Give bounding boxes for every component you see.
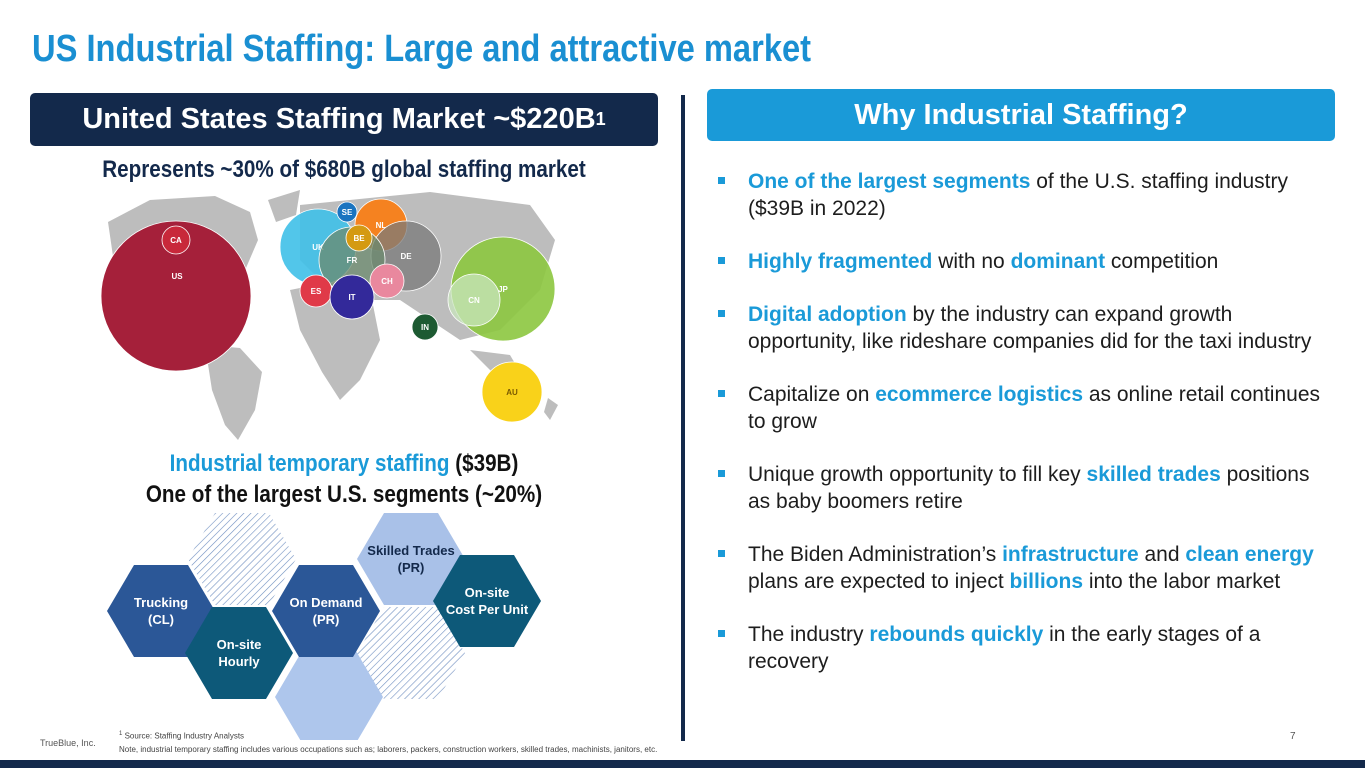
hexagon [272, 565, 380, 657]
bullet-text: competition [1105, 250, 1219, 273]
bullet-text: dominant [1010, 250, 1106, 273]
bubble-label: AU [506, 388, 518, 397]
hexagon-label: Skilled Trades (PR) [357, 513, 465, 605]
map-bubble [161, 225, 191, 255]
hexagon-label-line: Cost Per Unit [445, 602, 529, 617]
bullet-text: ecommerce logistics [875, 383, 1084, 406]
hexagon-label-line: On Demand [289, 595, 363, 610]
right-heading: Why Industrial Staffing? [707, 89, 1335, 141]
hexagon-label: Trucking (CL) [107, 565, 215, 657]
divider [681, 95, 685, 741]
bullet-text: Digital adoption [748, 303, 907, 326]
bubble-label: IN [421, 323, 429, 332]
bullet-text: plans are expected to inject [748, 570, 1010, 593]
footnote-source: 1 Source: Staffing Industry Analysts [119, 731, 244, 741]
bullet-text: Highly fragmented [748, 250, 933, 273]
bubble-label: BE [353, 234, 365, 243]
hexagon-label-line: (CL) [148, 612, 174, 627]
bullet-text: clean energy [1185, 543, 1314, 566]
bubble-label: JP [498, 285, 508, 294]
bullet-text: as online retail continues to grow [748, 383, 1320, 433]
bullet-text: into the labor market [1083, 570, 1281, 593]
bullet: Unique growth opportunity to fill key sk… [712, 461, 1337, 515]
hexagon-label-line: (PR) [397, 560, 425, 575]
decorative-hexagon [357, 607, 465, 699]
bubble-label: ES [311, 287, 322, 296]
hexagon-label-line: Trucking [133, 595, 189, 610]
map-bubble [369, 263, 405, 299]
slide-title: US Industrial Staffing: Large and attrac… [32, 28, 812, 70]
bubble-label: CA [170, 236, 182, 245]
footnote-marker: 1 [119, 731, 123, 737]
bullet-text: billions [1009, 570, 1084, 593]
footnote-note: Note, industrial temporary staffing incl… [119, 745, 658, 754]
company-name: TrueBlue, Inc. [40, 738, 96, 748]
bullet: One of the largest segments of the U.S. … [712, 168, 1337, 222]
decorative-hexagon [275, 651, 383, 740]
bubble-label: SE [342, 208, 353, 217]
bubble-label: UK [312, 243, 324, 252]
bullet-list: One of the largest segments of the U.S. … [712, 168, 1337, 701]
bullet-text: Unique growth opportunity to fill key [748, 463, 1087, 486]
bubble-label: FR [347, 256, 358, 265]
segment-line: Industrial temporary staffing ($39B) [86, 450, 602, 478]
bullet-text: One of the largest segments [748, 170, 1031, 193]
hexagon-label-line: Skilled Trades [367, 543, 455, 558]
hexagon-label: On-site Cost Per Unit [433, 555, 541, 647]
decorative-hexagon [188, 513, 296, 605]
hexagon-label-line: (PR) [312, 612, 340, 627]
hexagon-label-line: On-site [464, 585, 510, 600]
bullet-text: skilled trades [1086, 463, 1221, 486]
bullet-text: rebounds quickly [869, 623, 1044, 646]
hexagon [107, 565, 215, 657]
bubble-label: CN [468, 296, 480, 305]
bullet-text: infrastructure [1002, 543, 1139, 566]
map-bubble [411, 313, 439, 341]
map-bubble [336, 201, 358, 223]
hexagon-label: On-site Hourly [185, 607, 293, 699]
hexagon-label: On Demand (PR) [272, 565, 380, 657]
map-bubble [447, 273, 501, 327]
bullet-text: by the industry can expand growth opport… [748, 303, 1312, 353]
hexagon [185, 607, 293, 699]
bullet-text: with no [932, 250, 1011, 273]
hexagon [433, 555, 541, 647]
bullet: The industry rebounds quickly in the ear… [712, 621, 1337, 675]
hexagon-label-line: Hourly [218, 654, 260, 669]
footnote-marker: 1 [595, 109, 606, 129]
bullet-text: of the U.S. staffing industry ($39B in 2… [748, 170, 1288, 220]
bullet: Capitalize on ecommerce logistics as onl… [712, 381, 1337, 435]
bullet-text: The industry [748, 623, 870, 646]
bullet-text: The Biden Administration’s [748, 543, 1003, 566]
bullet: The Biden Administration’s infrastructur… [712, 541, 1337, 595]
bullet: Highly fragmented with no dominant compe… [712, 248, 1337, 275]
map-bubble [345, 224, 373, 252]
bullet-text: and [1138, 543, 1186, 566]
map-bubble [481, 361, 543, 423]
bullet-text: Capitalize on [748, 383, 876, 406]
bubble-label: NL [376, 221, 387, 230]
hexagon-label-line: On-site [216, 637, 262, 652]
bubble-label: IT [348, 293, 355, 302]
world-map: US CA UK NL DE FR SE BE CH ES IT JP CN IN AU [100, 190, 558, 740]
hexagon [357, 513, 465, 605]
bubble-label: DE [400, 252, 412, 261]
source-text: Source: Staffing Industry Analysts [124, 731, 245, 741]
heading-text: United States Staffing Market ~$220B [82, 103, 596, 135]
segment-text: ($39B) [449, 450, 519, 477]
map-bubble [100, 220, 252, 372]
page-number: 7 [1290, 731, 1296, 742]
segment-line: One of the largest U.S. segments (~20%) [145, 481, 543, 508]
segment-text: Industrial temporary staffing [169, 450, 450, 477]
left-heading: United States Staffing Market ~$220B 1 [30, 93, 658, 146]
bottom-bar [0, 760, 1365, 768]
bullet-text: positions as baby boomers retire [748, 463, 1310, 513]
bubble-label: US [171, 272, 183, 281]
map-subtitle: Represents ~30% of $680B global staffing… [102, 156, 586, 183]
bullet-text: in the early stages of a recovery [748, 623, 1261, 673]
map-bubble [329, 274, 375, 320]
bubble-label: CH [381, 277, 393, 286]
bullet: Digital adoption by the industry can exp… [712, 301, 1337, 355]
